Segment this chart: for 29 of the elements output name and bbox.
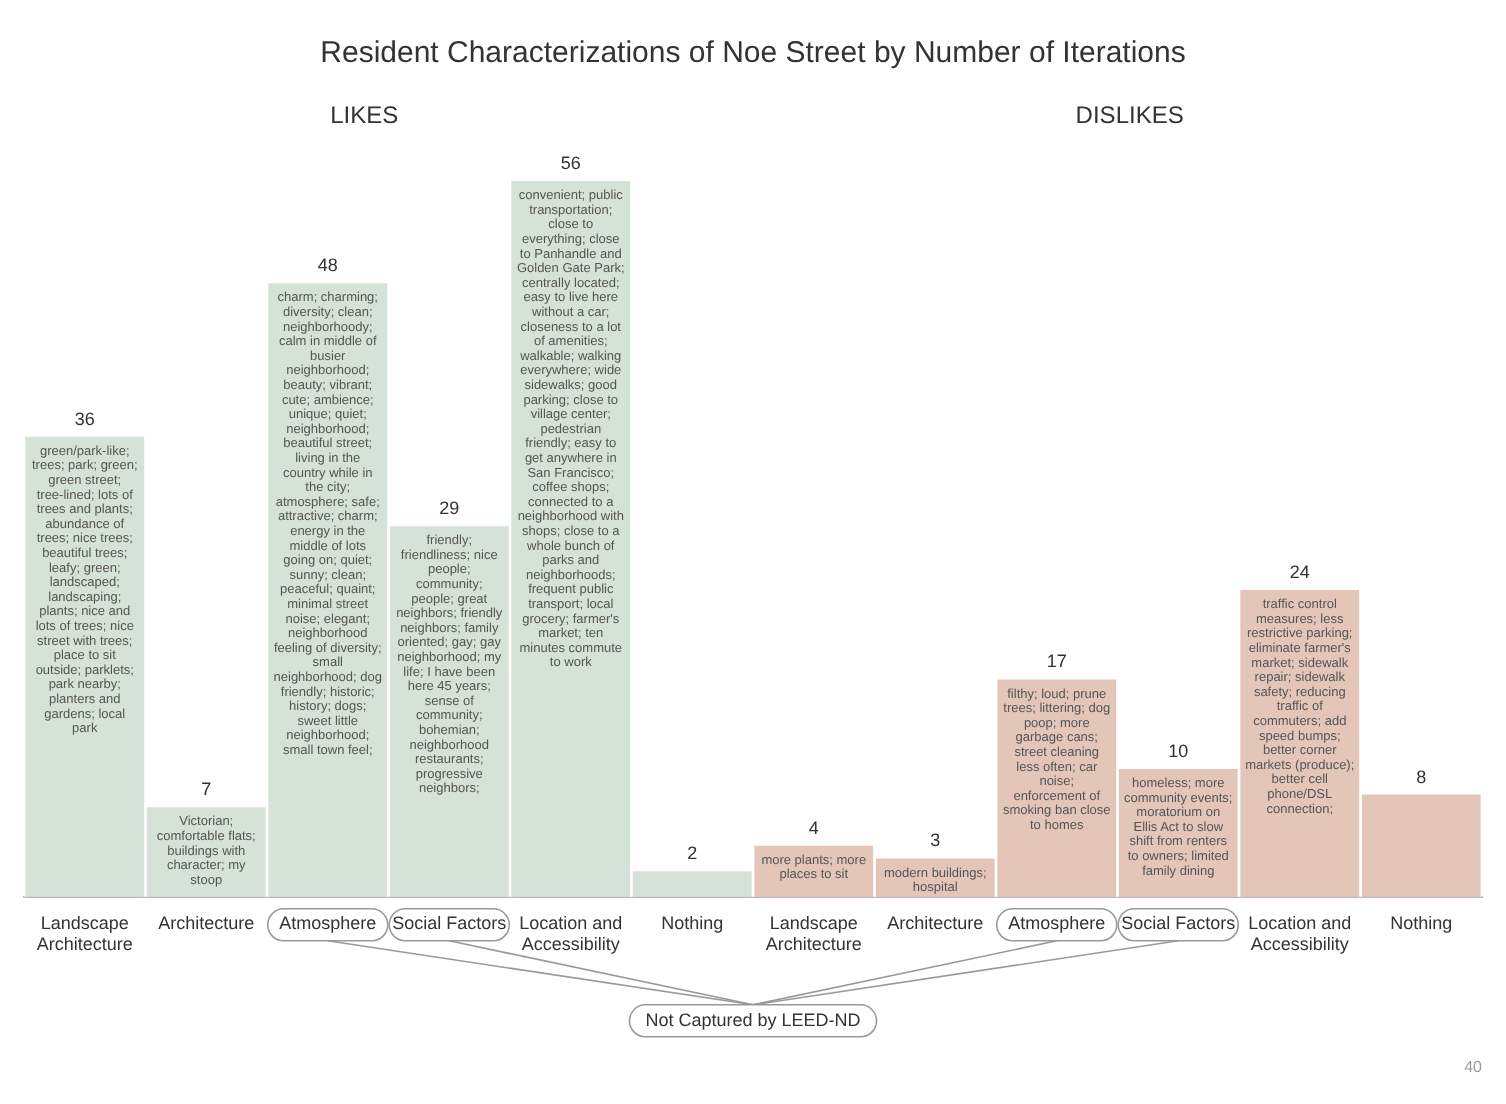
text: DISLIKES [1075,100,1184,129]
text: Not Captured by LEED-ND [645,1009,862,1030]
data-label: 2 [687,843,698,864]
data-label: 36 [74,408,95,429]
data-label: 8 [1416,766,1427,787]
data-label: 17 [1046,651,1067,672]
chart-title: Resident Characterizations of Noe Street by Number of Iterations [320,36,1186,71]
data-label: 4 [808,817,819,838]
x-tick-label: Landscape Architecture [765,912,862,955]
x-tick-label: Social Factors [392,912,508,933]
x-tick-label: Location and Accessibility [519,912,623,955]
x-tick-label: Architecture [158,912,255,933]
x-tick-label: Atmosphere [279,912,377,933]
x-tick-label: Landscape Architecture [36,912,133,955]
x-tick-label: Nothing [1390,912,1453,933]
x-tick-label: Nothing [661,912,724,933]
x-tick-label: Architecture [887,912,984,933]
data-label: 10 [1168,740,1189,761]
data-label: 29 [439,498,460,519]
data-label: 3 [930,830,941,851]
text: 40 [1464,1058,1484,1077]
data-label: 7 [201,779,212,800]
data-label: 48 [317,255,338,276]
data-label: 24 [1289,562,1310,583]
x-tick-label: Social Factors [1121,912,1237,933]
x-tick-label: Location and Accessibility [1248,912,1352,955]
data-label: 56 [560,153,581,174]
x-tick-label: Atmosphere [1008,912,1106,933]
text: LIKES [330,100,399,129]
